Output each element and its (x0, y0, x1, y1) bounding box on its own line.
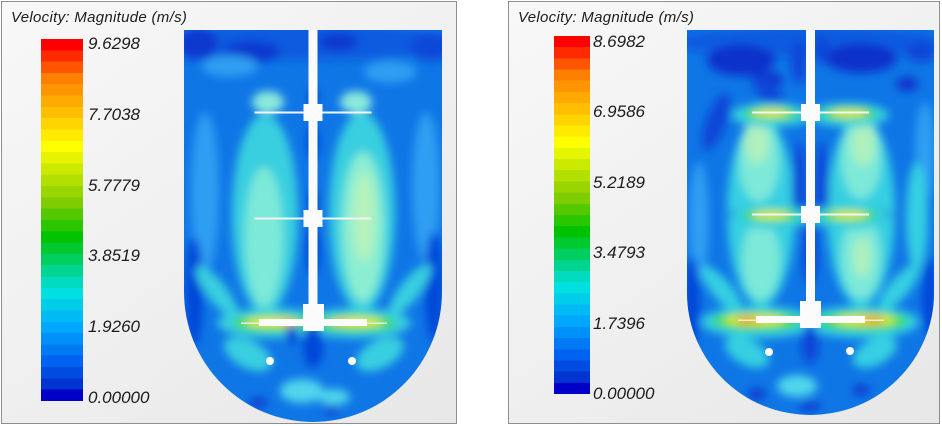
colorbar-tick: 0.00000 (88, 387, 150, 407)
panel-title: Velocity: Magnitude (m/s) (11, 9, 188, 26)
sparger-port-right (846, 347, 854, 355)
colorbar-tick: 1.9260 (88, 317, 140, 337)
sparger-port-left (765, 348, 773, 356)
colorbar-tick: 5.7779 (88, 175, 140, 195)
contour-panel-left: Velocity: Magnitude (m/s) 9.6298 7.7038 … (1, 1, 457, 424)
colorbar-tick: 8.6982 (593, 32, 645, 51)
colorbar-tick: 3.4793 (593, 243, 645, 263)
tank-internals (241, 30, 387, 365)
colorbar-tick: 9.6298 (88, 34, 140, 53)
velocity-contour-scene-right (687, 30, 934, 415)
tank-flow-field (687, 30, 934, 415)
colorbar (554, 36, 590, 394)
colorbar (41, 39, 83, 401)
velocity-contour-scene-left (184, 30, 442, 422)
colorbar-tick: 6.9586 (593, 102, 645, 122)
colorbar-labels: 8.6982 6.9586 5.2189 3.4793 1.7396 0.000… (593, 33, 683, 403)
panel-title: Velocity: Magnitude (m/s) (518, 9, 695, 26)
tank-internals (738, 30, 884, 356)
tank-flow-field (184, 30, 442, 422)
colorbar-labels: 9.6298 7.7038 5.7779 3.8519 1.9260 0.000… (88, 35, 178, 407)
contour-panel-right: Velocity: Magnitude (m/s) 8.6982 6.9586 … (508, 1, 940, 424)
sparger-port-left (266, 357, 274, 365)
colorbar-tick: 7.7038 (88, 104, 140, 124)
colorbar-tick: 5.2189 (593, 172, 645, 192)
colorbar-tick: 1.7396 (593, 313, 645, 333)
sparger-port-right (348, 357, 356, 365)
colorbar-tick: 0.00000 (593, 383, 655, 403)
colorbar-tick: 3.8519 (88, 246, 140, 266)
